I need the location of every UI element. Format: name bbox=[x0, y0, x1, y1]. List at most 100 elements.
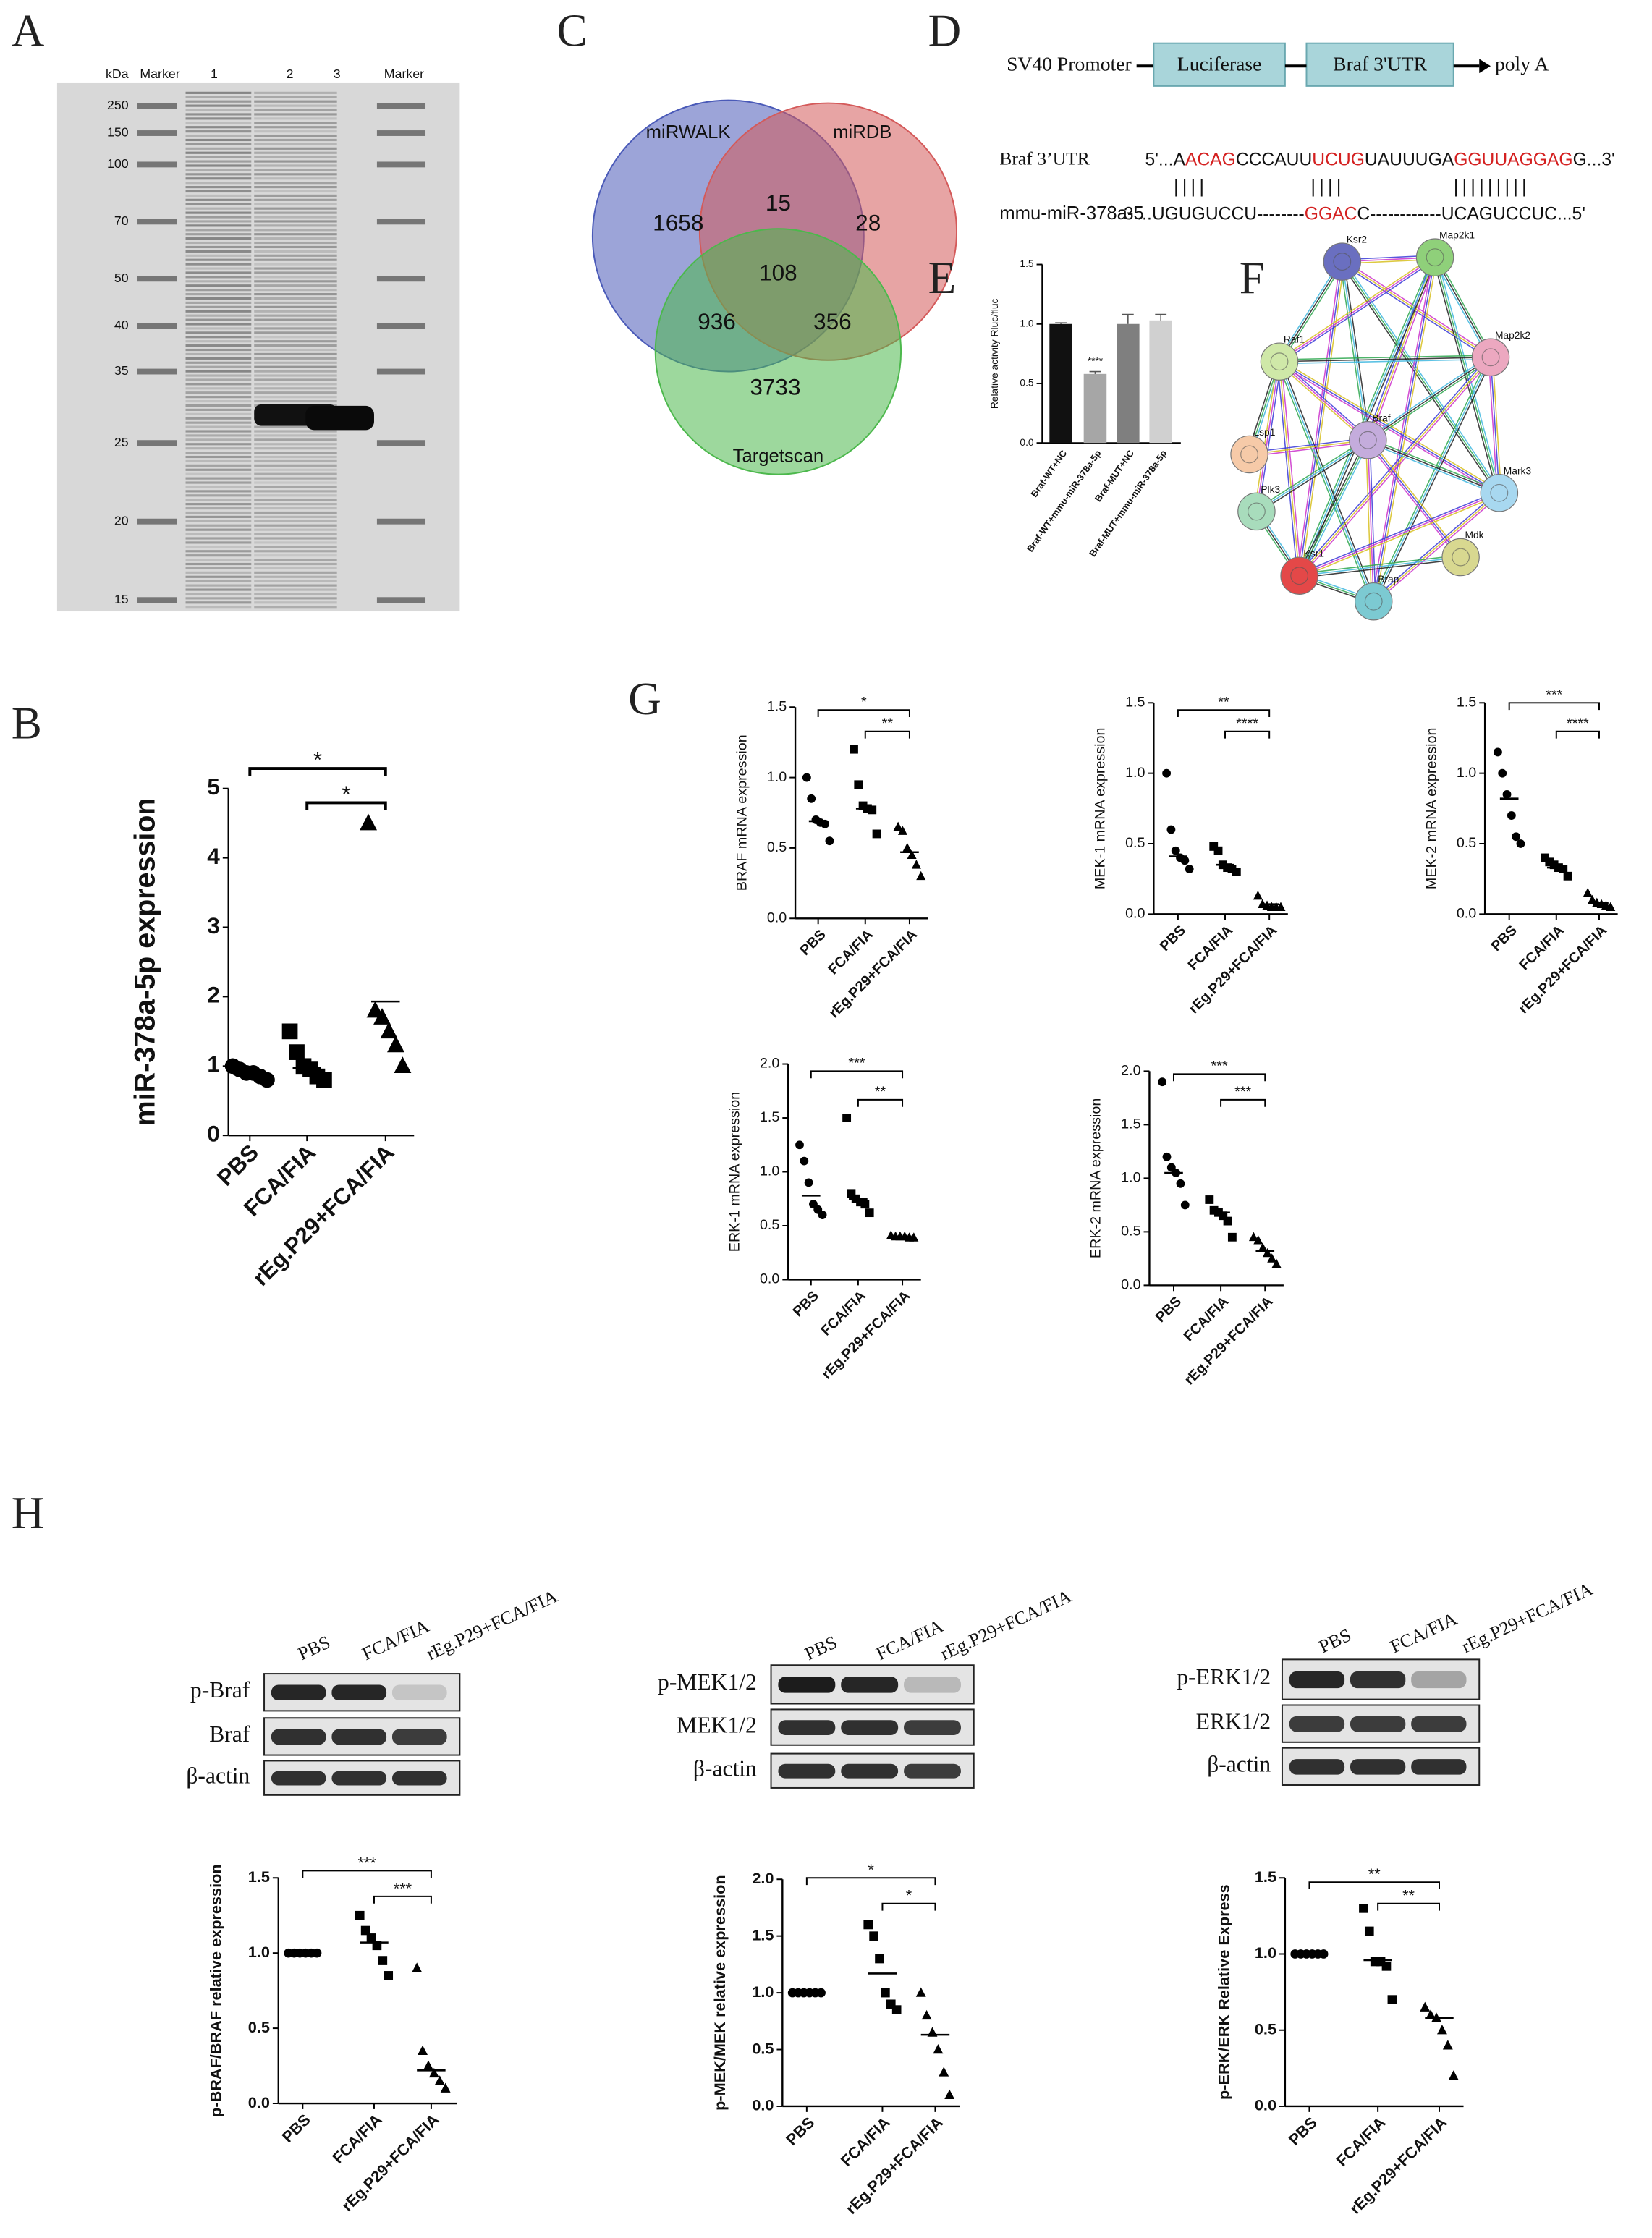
bar bbox=[1149, 320, 1173, 444]
arrow-head bbox=[1479, 59, 1491, 74]
network-edge bbox=[1368, 439, 1500, 493]
node-structure bbox=[1247, 502, 1266, 521]
blot-band bbox=[1350, 1716, 1406, 1732]
lane-band bbox=[254, 301, 337, 304]
lane-band bbox=[185, 258, 252, 261]
marker-band bbox=[137, 219, 177, 225]
blot-band bbox=[841, 1763, 899, 1779]
lane-band bbox=[254, 383, 337, 386]
marker-band bbox=[376, 103, 426, 109]
significance-label: *** bbox=[394, 1879, 412, 1897]
network-edge bbox=[1369, 258, 1438, 441]
network-edge bbox=[1249, 437, 1368, 454]
panel-letter: E bbox=[928, 253, 957, 303]
lane-band bbox=[254, 147, 337, 150]
lane-band bbox=[254, 399, 337, 403]
error-bar bbox=[1122, 313, 1134, 324]
y-tick-label: 1.0 bbox=[767, 769, 787, 785]
data-point bbox=[418, 2045, 428, 2055]
lane-band bbox=[254, 584, 337, 587]
lane-band bbox=[185, 601, 252, 604]
venn-region-value: 936 bbox=[698, 308, 736, 334]
y-axis-label: p-MEK/MEK relative expression bbox=[711, 1875, 729, 2110]
network-edge bbox=[1299, 492, 1500, 577]
data-point bbox=[259, 1072, 275, 1088]
lane-band bbox=[254, 537, 337, 540]
ladder-label: 100 bbox=[107, 156, 129, 171]
network-edge bbox=[1375, 357, 1494, 603]
network-edge bbox=[1258, 362, 1282, 512]
lane-band bbox=[185, 503, 252, 506]
lane-band bbox=[185, 327, 252, 330]
lane-band bbox=[254, 310, 337, 313]
data-point bbox=[387, 1035, 404, 1053]
data-point bbox=[1512, 832, 1521, 842]
x-tick-label: PBS bbox=[790, 1288, 822, 1320]
data-point bbox=[850, 745, 858, 754]
lane-band bbox=[254, 331, 337, 334]
node-structure bbox=[1364, 592, 1383, 611]
data-point bbox=[916, 870, 926, 881]
lane-band bbox=[185, 472, 252, 475]
lane-band bbox=[254, 126, 337, 129]
data-point bbox=[854, 780, 863, 789]
blot-band bbox=[904, 1763, 961, 1779]
network-edge bbox=[1369, 440, 1376, 602]
lane-band bbox=[254, 481, 337, 484]
significance-bracket bbox=[1377, 1902, 1440, 1911]
data-point bbox=[1253, 890, 1263, 900]
venn-region-value: 28 bbox=[855, 210, 881, 236]
lane-band bbox=[185, 417, 252, 420]
lane-band bbox=[185, 537, 252, 540]
sequence-segment: CCCAUU bbox=[1236, 150, 1312, 169]
lane-band bbox=[185, 481, 252, 484]
lane-band bbox=[254, 134, 337, 137]
lane-band bbox=[185, 177, 252, 180]
marker-band bbox=[137, 161, 177, 168]
lane-band bbox=[185, 412, 252, 415]
lane-band bbox=[254, 216, 337, 219]
y-axis-label: ERK-2 mRNA expression bbox=[1088, 1098, 1104, 1258]
panel-letter: D bbox=[928, 6, 962, 56]
y-tick-label: 1.0 bbox=[1020, 317, 1034, 329]
lane-band bbox=[185, 122, 252, 124]
data-point bbox=[921, 2009, 932, 2020]
venn-region-value: 356 bbox=[813, 308, 852, 334]
network-edge bbox=[1297, 438, 1367, 575]
significance-bracket bbox=[1172, 1073, 1266, 1082]
protein-band bbox=[305, 405, 374, 431]
y-tick-label: 2.0 bbox=[760, 1056, 779, 1072]
blot-row-label: β-actin bbox=[1207, 1752, 1271, 1777]
lane-band bbox=[254, 297, 337, 300]
lane-band bbox=[254, 506, 337, 510]
lane-band bbox=[254, 365, 337, 368]
lane-band bbox=[254, 267, 337, 270]
lane-band bbox=[185, 559, 252, 561]
lane-band bbox=[185, 567, 252, 570]
lane-band bbox=[185, 250, 252, 253]
blot-column-label: rEg.P29+FCA/FIA bbox=[423, 1585, 561, 1664]
data-point bbox=[911, 860, 921, 869]
lane-label: Marker bbox=[384, 67, 424, 81]
y-axis-label: ERK-1 mRNA expression bbox=[727, 1092, 742, 1252]
data-point bbox=[909, 1232, 919, 1242]
y-axis-label: p-BRAF/BRAF relative expression bbox=[207, 1864, 225, 2117]
y-tick-label: 1 bbox=[207, 1051, 220, 1077]
lane-band bbox=[254, 164, 337, 167]
lane-band bbox=[185, 370, 252, 373]
lane-band bbox=[185, 198, 252, 201]
pairing: |||| bbox=[1174, 177, 1208, 197]
lane-band bbox=[254, 438, 337, 441]
y-axis-label: p-ERK/ERK Relative Express bbox=[1215, 1884, 1233, 2100]
network-edge bbox=[1339, 262, 1499, 495]
significance-label: *** bbox=[1211, 1059, 1228, 1075]
sequence-segment: C------------UCAGUCCUC...5' bbox=[1357, 204, 1585, 224]
blot-band bbox=[841, 1720, 899, 1735]
blot-column-label: PBS bbox=[802, 1632, 841, 1665]
lane-band bbox=[185, 528, 252, 531]
significance-label: ** bbox=[882, 716, 894, 732]
node-label: Ksr2 bbox=[1347, 234, 1367, 245]
ladder-label: 40 bbox=[114, 318, 129, 332]
x-tick-label: PBS bbox=[782, 2114, 818, 2149]
